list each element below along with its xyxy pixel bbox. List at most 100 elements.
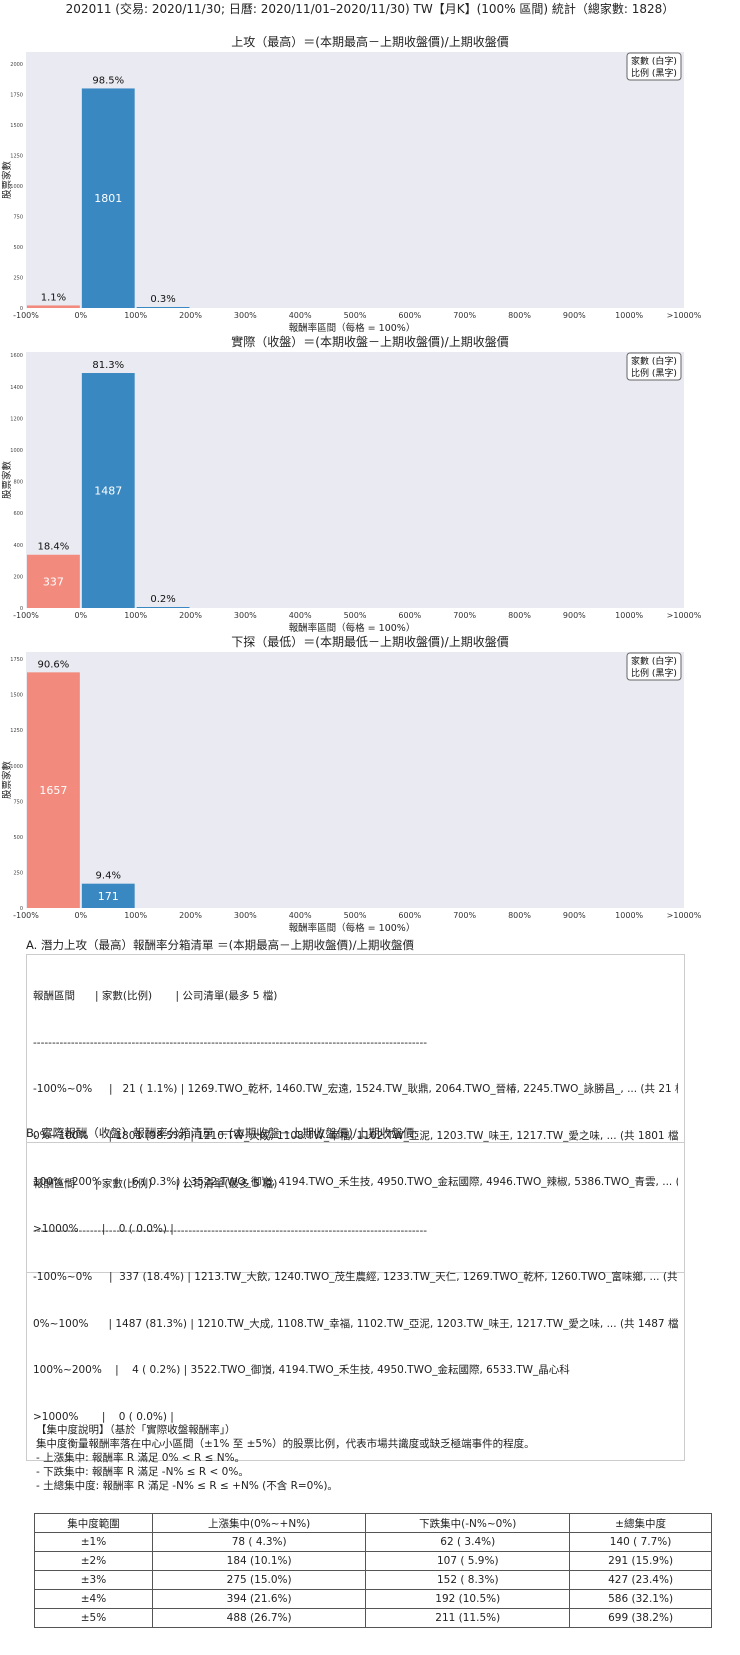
bar [136,307,190,308]
chart-actual-close: 實際（收盤）＝(本期收盤－上期收盤價)/上期收盤價 0 200 400 600 800 10… [0,332,740,644]
x-tick-label: 600% [398,311,421,320]
concentration-rule-total: - 土總集中度: 報酬率 R 滿足 -N% ≤ R ≤ +N% (不含 R=0%… [36,1480,338,1492]
concentration-desc: 集中度衡量報酬率落在中心小區間（±1% 至 ±5%）的股票比例，代表市場共識度或… [36,1438,535,1450]
bin-list-a: A. 潛力上攻（最高）報酬率分箱清單 ＝(本期最高－上期收盤價)/上期收盤價 報… [26,938,716,1273]
legend-box: 家數 (白字)比例 (黑字) [626,352,682,381]
y-tick-label: 2000 [10,62,23,68]
y-tick-label: 500 [13,245,23,251]
x-tick-label: 1000% [615,311,643,320]
bar-percent-label: 0.3% [150,294,175,305]
bar-count-label: 1487 [94,485,122,498]
x-tick-label: 700% [453,911,476,920]
table-row: ±3% 275 (15.0%) 152 ( 8.3%) 427 (23.4%) [34,1570,712,1590]
x-axis-label: 報酬率區間（每格 = 100%） [289,322,416,334]
table-cell: 586 (32.1%) [569,1589,712,1609]
x-tick-label: 200% [179,611,202,620]
y-axis-label: 股票家數 [1,161,13,200]
chart-title: 下探（最低）＝(本期最低－上期收盤價)/上期收盤價 [231,635,508,649]
bin-list-b-row: 100%~200% | 4 ( 0.2%) | 3522.TWO_御嵿, 419… [33,1364,570,1376]
bin-list-a-divider: ----------------------------------------… [33,1036,428,1049]
x-tick-label: 0% [74,611,87,620]
y-tick-label: 400 [13,543,23,549]
x-tick-label: 900% [563,311,586,320]
page-title: 202011 (交易: 2020/11/30; 日曆: 2020/11/01–2… [65,2,675,16]
x-tick-label: 300% [234,311,257,320]
bar-percent-label: 81.3% [92,360,124,371]
x-tick-label: 300% [234,611,257,620]
chart-svg: 上攻（最高）＝(本期最高－上期收盤價)/上期收盤價 0 250 500 750 1000 1… [1,34,702,334]
bar-percent-label: 9.4% [96,871,121,882]
x-tick-label: 200% [179,911,202,920]
table-row: ±2% 184 (10.1%) 107 ( 5.9%) 291 (15.9%) [34,1551,712,1571]
concentration-notes: 【集中度說明】（基於「實際收盤報酬率」） 集中度衡量報酬率落在中心小區間（±1%… [36,1423,696,1493]
bar [81,883,135,908]
bar-percent-label: 90.6% [38,659,70,670]
x-tick-label: 100% [124,611,147,620]
bar-count-label: 1657 [39,784,67,797]
table-row: ±1% 78 ( 4.3%) 62 ( 3.4%) 140 ( 7.7%) [34,1532,712,1552]
bin-list-b-row: -100%~0% | 337 (18.4%) | 1213.TW_大飲, 124… [33,1271,678,1283]
concentration-table: 集中度範圍 上漲集中(0%~+N%) 下跌集中(-N%~0%) ±總集中度 ±1… [34,1513,712,1628]
table-cell: 192 (10.5%) [365,1589,571,1609]
bin-list-b-row: 0%~100% | 1487 (81.3%) | 1210.TW_大成, 110… [33,1317,678,1330]
table-cell: 394 (21.6%) [151,1589,367,1609]
bar-count-label: 1801 [94,192,122,205]
x-tick-label: >1000% [667,911,702,920]
bar-count-label: 171 [98,890,119,903]
table-cell: 62 ( 3.4%) [365,1532,571,1552]
y-axis-label: 股票家數 [1,761,13,800]
bin-list-a-row: >1000% | 0 ( 0.0%) | [33,1222,174,1235]
x-tick-label: >1000% [667,311,702,320]
x-tick-label: 900% [563,911,586,920]
bar [27,672,80,908]
chart-upside-high: 上攻（最高）＝(本期最高－上期收盤價)/上期收盤價 0 250 500 750 1000 1… [0,32,740,344]
concentration-title: 【集中度說明】（基於「實際收盤報酬率」） [36,1424,236,1436]
table-cell: 107 ( 5.9%) [365,1551,571,1571]
legend-box: 家數 (白字)比例 (黑字) [626,52,682,81]
table-header-cell: ±總集中度 [569,1513,712,1533]
y-tick-label: 1250 [10,154,23,160]
chart-svg: 實際（收盤）＝(本期收盤－上期收盤價)/上期收盤價 0 200 400 600 800 10… [1,334,702,634]
chart-title: 實際（收盤）＝(本期收盤－上期收盤價)/上期收盤價 [231,334,508,349]
table-cell: 78 ( 4.3%) [151,1532,367,1552]
x-tick-label: -100% [13,611,39,620]
bin-list-b-header-row: 報酬區間 | 家數(比例) | 公司清單(最多 5 檔) [33,1178,278,1190]
bin-list-b-heading: B. 實際報酬（收盤）報酬率分箱清單 ＝(本期收盤－上期收盤價)/上期收盤價 [26,1126,415,1140]
x-tick-label: 100% [124,911,147,920]
concentration-rule-up: - 上漲集中: 報酬率 R 滿足 0% < R ≤ N%。 [36,1452,246,1464]
legend-item-ratio: 比例 (黑字) [631,367,677,379]
plot-area [26,652,684,908]
table-cell: ±5% [34,1608,153,1628]
y-tick-label: 200 [13,574,23,580]
y-tick-label: 1750 [10,93,23,99]
bin-list-b-box: 報酬區間 | 家數(比例) | 公司清單(最多 5 檔) -----------… [26,1142,685,1461]
y-tick-label: 1000 [10,448,23,454]
x-tick-label: 100% [124,311,147,320]
x-tick-label: 800% [508,611,531,620]
legend-frame [626,652,682,681]
y-axis-label: 股票家數 [1,461,13,500]
bar [136,607,190,608]
table-cell: 211 (11.5%) [365,1608,571,1628]
x-tick-label: >1000% [667,611,702,620]
chart-svg: 下探（最低）＝(本期最低－上期收盤價)/上期收盤價 0 250 500 750 1000 1… [1,635,702,934]
x-tick-label: 400% [289,311,312,320]
y-tick-label: 1500 [10,693,23,699]
bin-list-a-header-row: 報酬區間 | 家數(比例) | 公司清單(最多 5 檔) [33,990,278,1002]
legend-item-count: 家數 (白字) [631,355,677,367]
x-tick-label: 400% [289,611,312,620]
table-header-cell: 上漲集中(0%~+N%) [151,1513,367,1533]
y-tick-label: 1000 [10,764,23,770]
y-tick-label: 0 [20,606,23,612]
table-cell: ±4% [34,1589,153,1609]
y-tick-label: 250 [13,870,23,876]
y-tick-label: 750 [13,215,23,221]
x-axis-label: 報酬率區間（每格 = 100%） [289,622,416,634]
y-tick-label: 1600 [10,353,23,359]
x-tick-label: 900% [563,611,586,620]
table-cell: ±2% [34,1551,153,1571]
concentration-rule-down: - 下跌集中: 報酬率 R 滿足 -N% ≤ R < 0%。 [36,1466,249,1478]
x-tick-label: 500% [344,311,367,320]
bar-percent-label: 98.5% [92,75,124,86]
y-tick-label: 1250 [10,728,23,734]
